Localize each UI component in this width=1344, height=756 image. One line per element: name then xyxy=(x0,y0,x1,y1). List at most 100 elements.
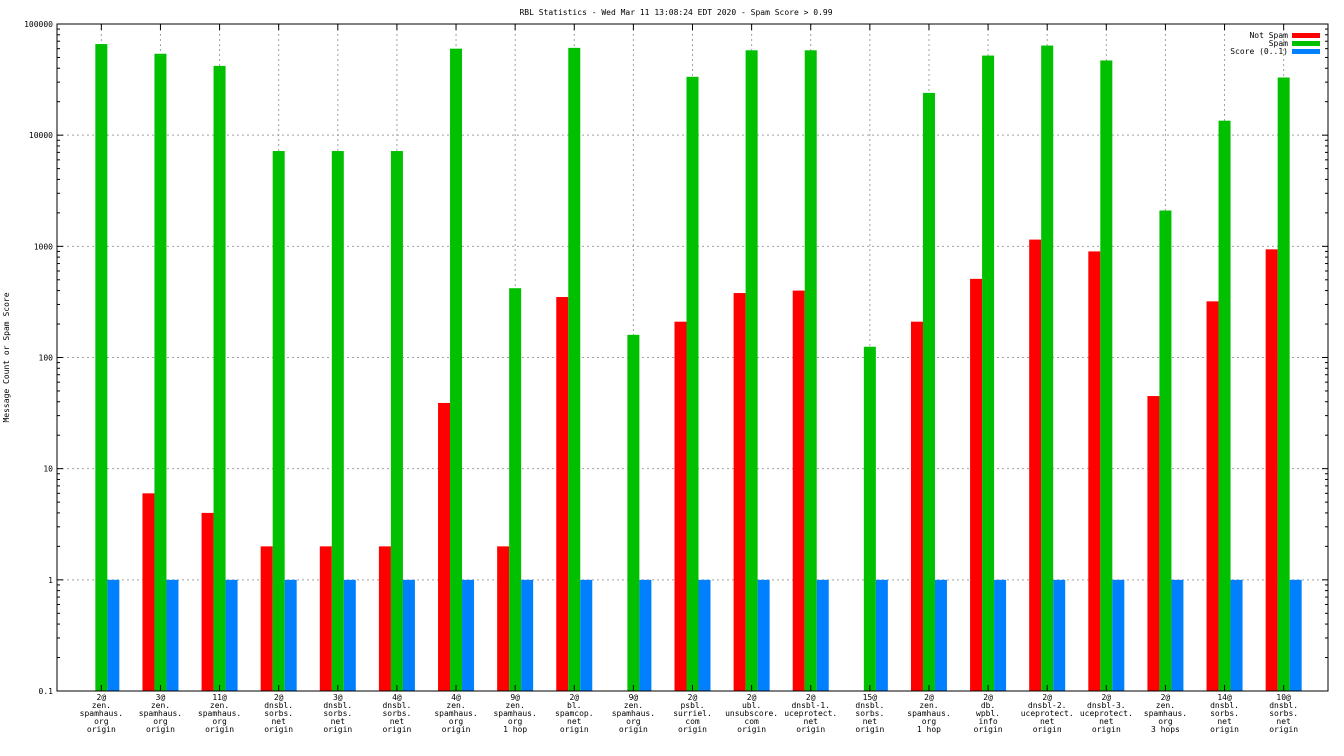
bar-not-spam xyxy=(1147,396,1160,691)
bar-score-0-1 xyxy=(816,579,829,691)
x-tick-label: origin xyxy=(1210,725,1239,734)
x-tick-label: 2@ xyxy=(688,693,698,702)
x-tick-label: origin xyxy=(205,725,234,734)
legend-label: Score (0..1) xyxy=(1230,47,1288,56)
x-tick-label: origin xyxy=(560,725,589,734)
x-tick-label: 2@ xyxy=(569,693,579,702)
bar-score-0-1 xyxy=(1230,579,1243,691)
x-tick-label: 4@ xyxy=(392,693,402,702)
y-tick-label: 10 xyxy=(43,465,53,474)
y-tick-label: 0.1 xyxy=(39,687,54,696)
x-tick-label: 2@ xyxy=(983,693,993,702)
x-tick-label: 10@ xyxy=(1276,693,1291,702)
x-tick-label: org xyxy=(153,717,168,726)
x-tick-label: 15@ xyxy=(863,693,878,702)
x-tick-label: dnsbl-1. xyxy=(791,701,830,710)
bar-score-0-1 xyxy=(580,579,593,691)
x-tick-label: sorbs. xyxy=(1210,709,1239,718)
x-tick-label: bl. xyxy=(567,701,581,710)
bar-spam xyxy=(863,346,876,691)
x-tick-label: zen. xyxy=(151,701,170,710)
bar-spam xyxy=(922,92,935,692)
x-tick-label: origin xyxy=(619,725,648,734)
x-tick-label: origin xyxy=(737,725,766,734)
bar-spam xyxy=(509,288,522,691)
x-tick-label: 4@ xyxy=(451,693,461,702)
bar-spam xyxy=(627,334,640,691)
bar-score-0-1 xyxy=(934,579,947,691)
bar-spam xyxy=(450,48,463,692)
x-tick-label: org xyxy=(626,717,641,726)
x-tick-label: com xyxy=(744,717,759,726)
x-tick-label: net xyxy=(1040,717,1055,726)
bar-score-0-1 xyxy=(107,579,120,691)
x-tick-label: net xyxy=(1217,717,1232,726)
bar-not-spam xyxy=(1206,301,1219,691)
x-tick-label: origin xyxy=(146,725,175,734)
x-tick-label: origin xyxy=(1033,725,1062,734)
x-tick-label: dnsbl. xyxy=(382,701,411,710)
x-tick-label: spamhaus. xyxy=(139,709,182,718)
bar-score-0-1 xyxy=(225,579,238,691)
x-tick-label: dnsbl. xyxy=(264,701,293,710)
bar-not-spam xyxy=(1088,251,1101,691)
bar-spam xyxy=(745,50,758,691)
x-tick-label: dnsbl. xyxy=(855,701,884,710)
x-tick-label: zen. xyxy=(210,701,229,710)
x-tick-label: org xyxy=(922,717,937,726)
bar-score-0-1 xyxy=(462,579,475,691)
bar-score-0-1 xyxy=(994,579,1007,691)
x-tick-label: unsubscore. xyxy=(725,709,778,718)
bar-score-0-1 xyxy=(698,579,711,691)
x-tick-label: origin xyxy=(264,725,293,734)
bar-spam xyxy=(331,151,344,691)
bar-not-spam xyxy=(497,546,510,691)
bar-spam xyxy=(1277,77,1290,691)
x-tick-label: 2@ xyxy=(274,693,284,702)
x-tick-label: wpbl. xyxy=(976,709,1000,718)
x-tick-label: zen. xyxy=(506,701,525,710)
bars xyxy=(95,44,1302,692)
bar-not-spam xyxy=(1265,249,1278,691)
x-tick-label: org xyxy=(508,717,523,726)
legend-label: Not Spam xyxy=(1249,31,1288,40)
x-tick-label: spamhaus. xyxy=(1144,709,1187,718)
x-tick-label: origin xyxy=(678,725,707,734)
x-tick-label: zen. xyxy=(1156,701,1175,710)
x-tick-label: 2@ xyxy=(924,693,934,702)
bar-spam xyxy=(982,55,995,691)
x-tick-label: origin xyxy=(323,725,352,734)
x-tick-label: spamhaus. xyxy=(198,709,241,718)
bar-not-spam xyxy=(438,402,451,691)
x-tick-label: sorbs. xyxy=(382,709,411,718)
x-tick-label: 3@ xyxy=(156,693,166,702)
x-tick-label: ubl. xyxy=(742,701,761,710)
x-tick-label: 2@ xyxy=(806,693,816,702)
x-tick-label: spamhaus. xyxy=(80,709,123,718)
bar-spam xyxy=(272,151,285,691)
x-tick-label: 1 hop xyxy=(917,725,941,734)
bar-not-spam xyxy=(733,293,746,691)
x-tick-label: dnsbl. xyxy=(1269,701,1298,710)
chart-title: RBL Statistics - Wed Mar 11 13:08:24 EDT… xyxy=(519,8,832,17)
x-tick-label: 9@ xyxy=(629,693,639,702)
bar-score-0-1 xyxy=(757,579,770,691)
bar-spam xyxy=(1041,45,1054,691)
x-tick-label: origin xyxy=(382,725,411,734)
x-tick-label: origin xyxy=(87,725,116,734)
axis-ticks: 0.11101001000100001000002@zen.spamhaus.o… xyxy=(24,20,1328,734)
x-tick-label: zen. xyxy=(624,701,643,710)
x-tick-label: 1 hop xyxy=(503,725,527,734)
x-tick-label: spamhaus. xyxy=(907,709,950,718)
x-tick-label: info xyxy=(978,717,997,726)
x-tick-label: 11@ xyxy=(212,693,227,702)
x-tick-label: sorbs. xyxy=(855,709,884,718)
x-tick-label: net xyxy=(1276,717,1291,726)
x-tick-label: origin xyxy=(1092,725,1121,734)
y-tick-label: 100000 xyxy=(24,20,53,29)
x-tick-label: db. xyxy=(981,701,995,710)
bar-score-0-1 xyxy=(1171,579,1184,691)
x-tick-label: uceprotect. xyxy=(784,709,837,718)
bar-not-spam xyxy=(674,321,687,691)
